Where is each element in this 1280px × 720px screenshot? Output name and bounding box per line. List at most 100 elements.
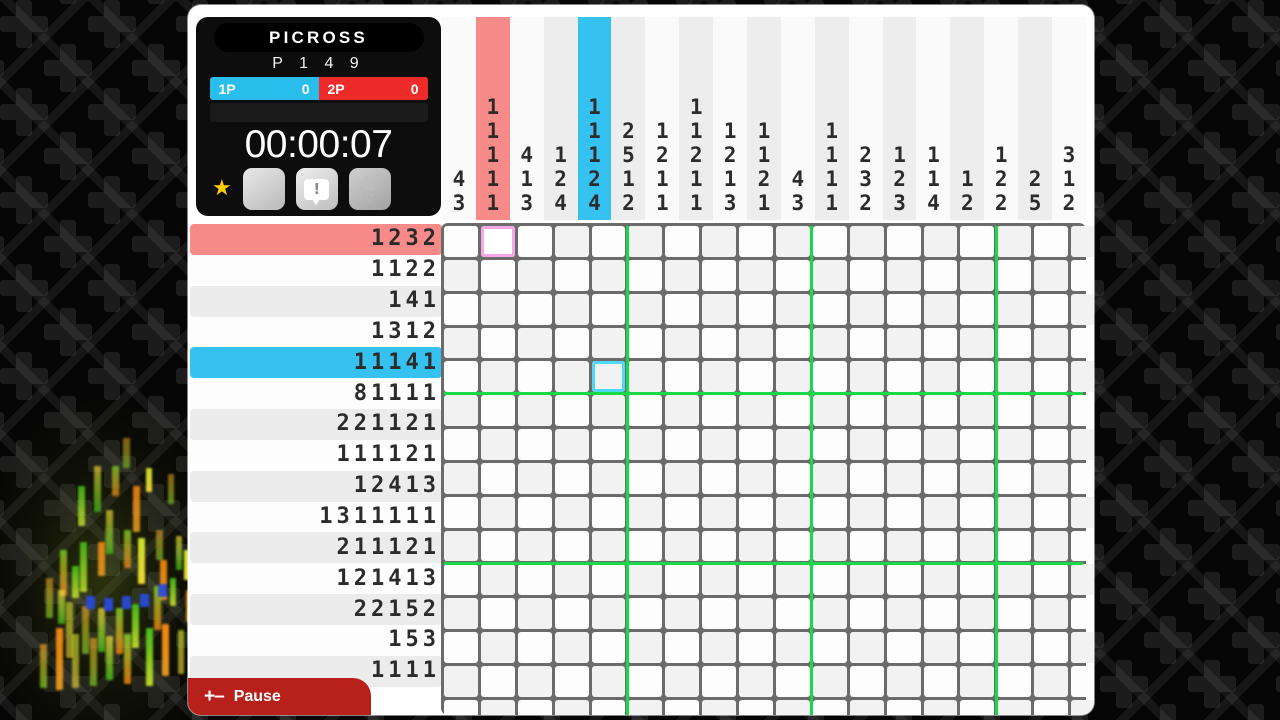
grid-cell[interactable] — [591, 699, 626, 715]
grid-cell[interactable] — [812, 598, 847, 630]
grid-cell[interactable] — [665, 395, 700, 427]
grid-cell[interactable] — [739, 632, 774, 663]
grid-cell[interactable] — [480, 699, 515, 715]
grid-cell[interactable] — [554, 564, 589, 596]
grid-cell[interactable] — [997, 293, 1032, 325]
grid-cell[interactable] — [1071, 462, 1094, 494]
grid-cell[interactable] — [628, 564, 663, 596]
grid-cell[interactable] — [960, 293, 995, 325]
grid-cell[interactable] — [1071, 496, 1094, 528]
grid-cell[interactable] — [480, 632, 515, 663]
grid-cell[interactable] — [886, 226, 921, 257]
grid-cell[interactable] — [886, 598, 921, 630]
grid-cell[interactable] — [1034, 226, 1069, 257]
grid-cell[interactable] — [997, 429, 1032, 460]
grid-cell[interactable] — [849, 699, 884, 715]
grid-cell[interactable] — [997, 598, 1032, 630]
grid-cell[interactable] — [628, 598, 663, 630]
grid-cell[interactable] — [923, 564, 958, 596]
grid-cell[interactable] — [849, 496, 884, 528]
grid-cell[interactable] — [886, 395, 921, 427]
puzzle-grid[interactable] — [441, 223, 1094, 715]
grid-cell[interactable] — [444, 259, 478, 291]
grid-cell[interactable] — [997, 530, 1032, 562]
grid-cell[interactable] — [665, 665, 700, 697]
grid-cell[interactable] — [702, 699, 737, 715]
grid-cell[interactable] — [702, 361, 737, 393]
grid-cell[interactable] — [923, 259, 958, 291]
grid-cell[interactable] — [444, 293, 478, 325]
grid-cell[interactable] — [776, 598, 810, 630]
hint-icon[interactable]: ! — [295, 168, 338, 210]
grid-cell[interactable] — [886, 530, 921, 562]
grid-cell[interactable] — [923, 665, 958, 697]
grid-cell[interactable] — [886, 496, 921, 528]
grid-cell[interactable] — [444, 564, 478, 596]
grid-cell[interactable] — [665, 361, 700, 393]
grid-cell[interactable] — [849, 462, 884, 494]
grid-cell[interactable] — [444, 699, 478, 715]
grid-cell[interactable] — [923, 429, 958, 460]
grid-cell[interactable] — [554, 462, 589, 494]
grid-cell[interactable] — [702, 665, 737, 697]
grid-cell[interactable] — [849, 665, 884, 697]
grid-cell[interactable] — [739, 564, 774, 596]
grid-cell[interactable] — [554, 632, 589, 663]
grid-cell[interactable] — [517, 462, 552, 494]
grid-cell[interactable] — [591, 226, 626, 257]
grid-cell[interactable] — [444, 327, 478, 359]
grid-cell[interactable] — [849, 259, 884, 291]
grid-cell[interactable] — [702, 226, 737, 257]
grid-cell[interactable] — [591, 462, 626, 494]
grid-cell[interactable] — [886, 665, 921, 697]
grid-cell[interactable] — [702, 530, 737, 562]
grid-cell[interactable] — [923, 496, 958, 528]
grid-cell[interactable] — [554, 293, 589, 325]
grid-cell[interactable] — [702, 429, 737, 460]
grid-cell[interactable] — [812, 632, 847, 663]
pause-button[interactable]: +– Pause — [188, 678, 371, 715]
grid-cell[interactable] — [444, 530, 478, 562]
grid-cell[interactable] — [849, 293, 884, 325]
grid-cell[interactable] — [591, 496, 626, 528]
grid-cell[interactable] — [444, 665, 478, 697]
grid-cell[interactable] — [554, 226, 589, 257]
grid-cell[interactable] — [444, 496, 478, 528]
grid-cell[interactable] — [923, 598, 958, 630]
grid-cell[interactable] — [997, 226, 1032, 257]
grid-cell[interactable] — [1071, 327, 1094, 359]
grid-cell[interactable] — [739, 429, 774, 460]
grid-cell[interactable] — [960, 496, 995, 528]
grid-cell[interactable] — [628, 361, 663, 393]
grid-cell[interactable] — [628, 699, 663, 715]
grid-cell[interactable] — [480, 462, 515, 494]
grid-cell[interactable] — [517, 699, 552, 715]
grid-cell[interactable] — [591, 429, 626, 460]
grid-cell[interactable] — [1034, 564, 1069, 596]
grid-cell[interactable] — [591, 259, 626, 291]
grid-cell[interactable] — [997, 462, 1032, 494]
grid-cell[interactable] — [1071, 665, 1094, 697]
grid-cell[interactable] — [812, 395, 847, 427]
grid-cell[interactable] — [1034, 665, 1069, 697]
grid-cell[interactable] — [849, 395, 884, 427]
grid-cell[interactable] — [960, 259, 995, 291]
grid-cell[interactable] — [776, 665, 810, 697]
grid-cell[interactable] — [517, 361, 552, 393]
grid-cell[interactable] — [517, 632, 552, 663]
grid-cell[interactable] — [1034, 699, 1069, 715]
grid-cell[interactable] — [997, 699, 1032, 715]
grid-cell[interactable] — [480, 361, 515, 393]
grid-cell[interactable] — [554, 496, 589, 528]
grid-cell[interactable] — [665, 259, 700, 291]
grid-cell[interactable] — [554, 327, 589, 359]
grid-cell[interactable] — [444, 395, 478, 427]
grid-cell[interactable] — [776, 462, 810, 494]
grid-cell[interactable] — [480, 259, 515, 291]
grid-cell[interactable] — [1071, 226, 1094, 257]
grid-cell[interactable] — [739, 665, 774, 697]
grid-cell[interactable] — [997, 632, 1032, 663]
grid-cell[interactable] — [554, 665, 589, 697]
grid-cell[interactable] — [480, 226, 515, 257]
grid-cell[interactable] — [628, 327, 663, 359]
